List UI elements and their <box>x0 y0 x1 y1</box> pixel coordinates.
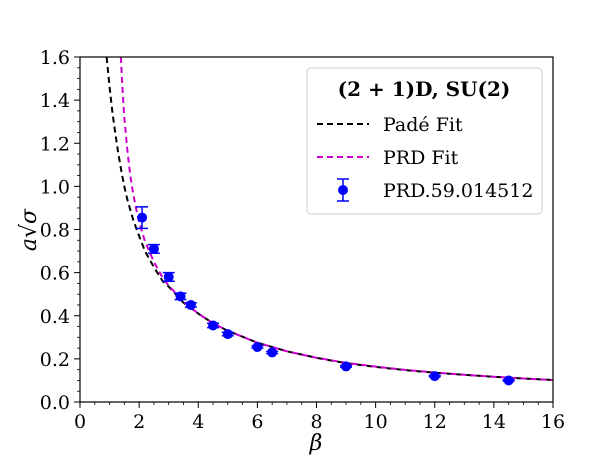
curve-prd-fit <box>119 56 554 381</box>
data-point <box>184 299 197 310</box>
legend-title: (2 + 1)D, SU(2) <box>338 77 511 101</box>
data-point <box>221 329 234 340</box>
y-tick-label: 1.6 <box>40 47 70 69</box>
legend-label-data: PRD.59.014512 <box>383 180 533 202</box>
x-tick-label: 2 <box>133 411 145 433</box>
y-axis-label: a√σ <box>17 208 42 251</box>
data-point <box>207 320 220 331</box>
x-tick-label: 0 <box>74 411 86 433</box>
x-tick-label: 6 <box>251 411 263 433</box>
y-tick-label: 0.6 <box>40 263 70 285</box>
legend-box <box>306 67 543 215</box>
x-tick-label: 10 <box>364 411 388 433</box>
y-tick-label: 0.4 <box>40 306 70 328</box>
x-tick-label: 12 <box>423 411 447 433</box>
y-tick-label: 0.2 <box>40 349 70 371</box>
data-point <box>251 342 264 353</box>
y-tick-label: 1.4 <box>40 90 70 112</box>
y-tick-label: 0.0 <box>40 392 70 414</box>
x-tick-label: 8 <box>310 411 322 433</box>
data-point <box>147 243 160 254</box>
data-point <box>266 347 279 358</box>
data-points <box>136 206 515 386</box>
x-tick-label: 4 <box>192 411 204 433</box>
legend-swatch-data <box>337 178 349 202</box>
x-axis-ticks: 0 2 4 6 8 10 12 14 16 <box>74 402 565 433</box>
x-axis-label: β <box>309 431 323 456</box>
y-axis-ticks: 0.0 0.2 0.4 0.6 0.8 1.0 1.2 1.4 1.6 <box>40 47 80 414</box>
x-tick-label: 14 <box>482 411 506 433</box>
fit-curves <box>105 56 554 381</box>
curve-pad-fit <box>105 56 554 381</box>
legend-label-prd-fit: PRD Fit <box>383 147 459 169</box>
data-point <box>136 206 149 230</box>
data-point <box>340 361 353 372</box>
data-point <box>502 375 515 386</box>
y-tick-label: 1.2 <box>40 133 70 155</box>
y-tick-label: 1.0 <box>40 176 70 198</box>
data-point <box>174 291 187 302</box>
legend-label-pade: Padé Fit <box>383 114 463 136</box>
data-point <box>162 271 175 282</box>
x-tick-label: 16 <box>541 411 565 433</box>
y-tick-label: 0.8 <box>40 220 70 242</box>
legend: (2 + 1)D, SU(2) Padé Fit PRD Fit PRD.59.… <box>306 67 543 215</box>
data-point <box>428 371 441 382</box>
